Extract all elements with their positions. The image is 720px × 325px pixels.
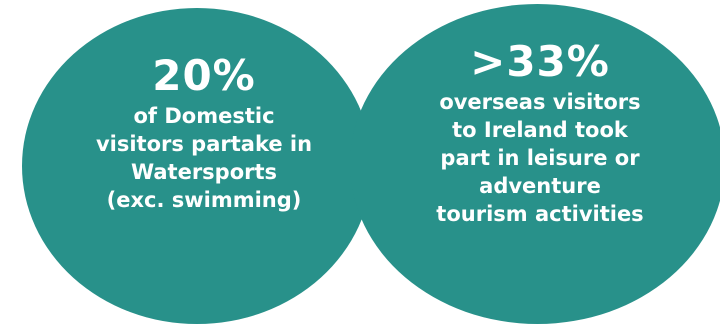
right-stat-block: >33% overseas visitors to Ireland took p…	[405, 36, 675, 228]
left-stat-block: 20% of Domestic visitors partake in Wate…	[82, 50, 326, 214]
right-stat-line-1: overseas visitors	[439, 90, 641, 114]
right-stat-circle	[350, 4, 720, 324]
right-stat-value: >33%	[470, 37, 610, 86]
left-stat-circle	[22, 8, 372, 324]
right-stat-line-5: tourism activities	[436, 202, 644, 226]
right-stat-line-3: part in leisure or	[440, 146, 640, 170]
left-stat-line-2: visitors partake in	[95, 132, 313, 156]
right-stat-line-4: adventure	[479, 174, 601, 198]
left-stat-line-1: of Domestic	[133, 104, 275, 128]
left-stat-value: 20%	[152, 51, 256, 100]
left-stat-line-4: (exc. swimming)	[106, 188, 302, 212]
right-stat-line-2: to Ireland took	[452, 118, 628, 142]
left-stat-line-3: Watersports	[130, 160, 278, 184]
